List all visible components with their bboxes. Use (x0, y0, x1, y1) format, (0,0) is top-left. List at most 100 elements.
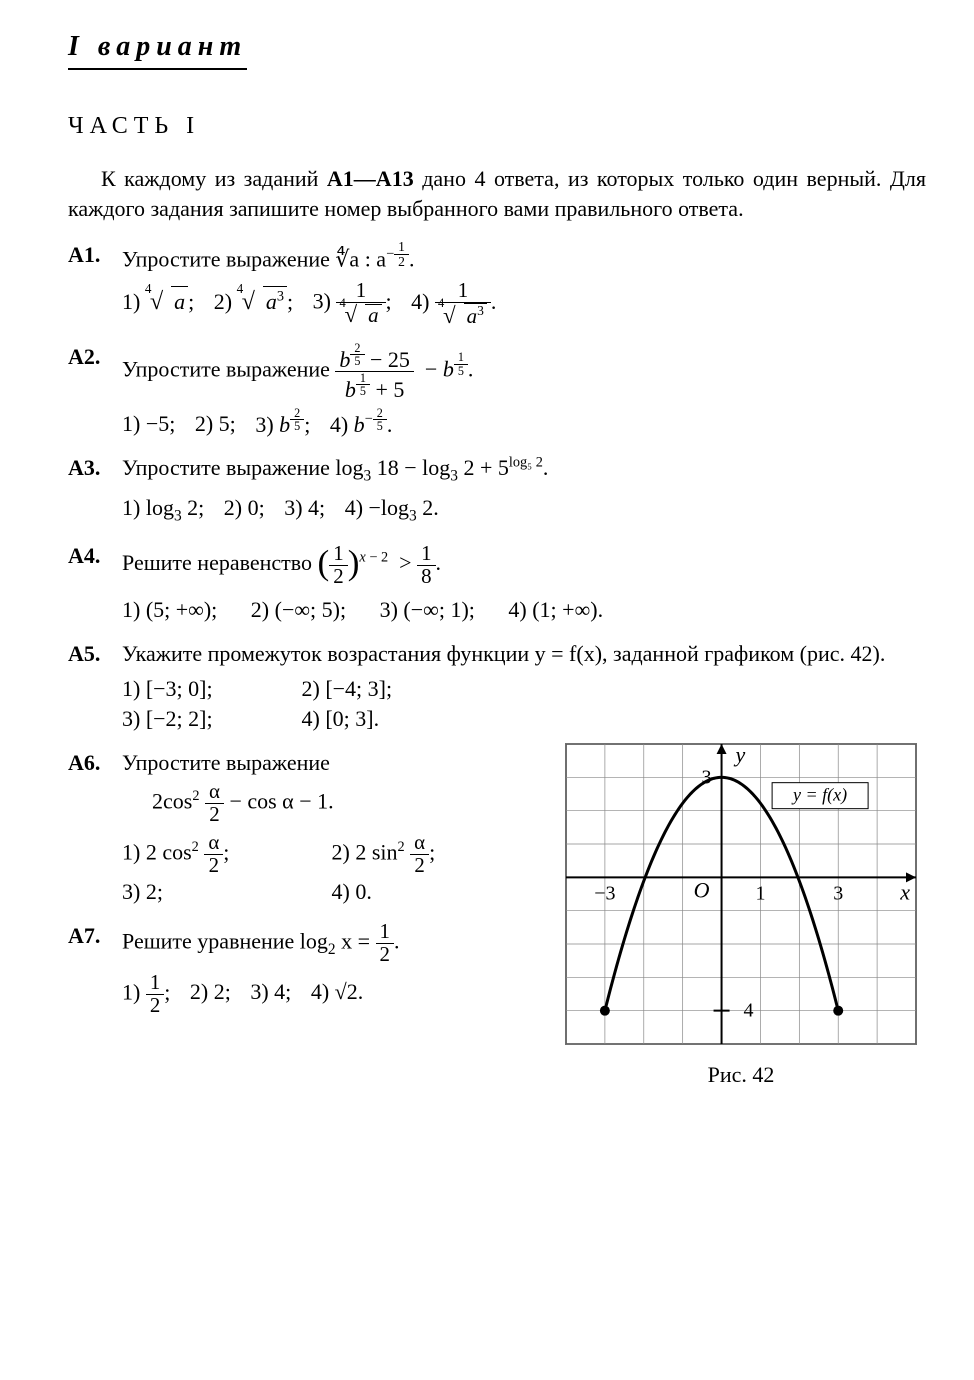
a1-opt1: 1) 4a; (122, 286, 194, 319)
a3-t3: 2 + 5 (458, 455, 509, 480)
a4-opt2: 2) (−∞; 5); (251, 595, 346, 625)
task-a6-num: А6. (68, 748, 122, 778)
task-a7: А7. Решите уравнение log2 x = 12. 1) 12;… (68, 921, 544, 1017)
task-a4-body: Решите неравенство (12)x − 2 > 18. 1) (5… (122, 541, 926, 624)
a1-opt3: 3) 14a; (313, 280, 392, 327)
a6-opt3: 3) 2; (122, 877, 312, 907)
svg-text:3: 3 (702, 766, 712, 788)
a3o4a: 4) −log (345, 495, 409, 520)
bottom-left-col: А6. Упростите выражение 2cos2 α2 − cos α… (68, 734, 556, 1017)
lparen-icon: ( (318, 539, 330, 587)
a7-answers: 1) 12; 2) 2; 3) 4; 4) √2. (122, 972, 544, 1017)
a3-opt2: 2) 0; (224, 493, 265, 523)
part-title: ЧАСТЬ I (68, 110, 926, 142)
task-a7-body: Решите уравнение log2 x = 12. 1) 12; 2) … (122, 921, 544, 1017)
a6-opt1: 1) 2 cos2 α2; (122, 832, 312, 877)
a4-opt3: 3) (−∞; 1); (380, 595, 475, 625)
task-a5-num: А5. (68, 639, 122, 669)
a4-half: 12 (329, 543, 347, 588)
a2-text: Упростите выражение (122, 356, 335, 381)
a7-text2: x = (336, 928, 376, 953)
a5-text: Укажите промежуток возрастания функции y… (122, 639, 926, 669)
a5-opt4: 4) [0; 3]. (302, 704, 380, 734)
bottom-row: А6. Упростите выражение 2cos2 α2 − cos α… (68, 734, 926, 1090)
figure-caption: Рис. 42 (556, 1060, 926, 1090)
a1-opt2: 2) 4a3; (214, 286, 293, 319)
a1-exp-n: 1 (394, 240, 409, 255)
a2-opt2: 2) 5; (195, 409, 236, 439)
a3-opt1: 1) log3 2; (122, 493, 204, 527)
intro-pre: К каждому из заданий (101, 166, 327, 191)
svg-text:x: x (899, 879, 910, 904)
a6-opt2: 2) 2 sin2 α2; (332, 832, 436, 877)
a3-opt4: 4) −log3 2. (345, 493, 439, 527)
a7-opt2: 2) 2; (190, 977, 231, 1007)
a7-opt4: 4) √2. (311, 977, 363, 1007)
a7-opt3: 3) 4; (250, 977, 291, 1007)
task-a3-body: Упростите выражение log3 18 − log3 2 + 5… (122, 453, 926, 527)
svg-text:1: 1 (755, 882, 765, 904)
task-a2-body: Упростите выражение b25 − 25 b15 + 5 − b… (122, 342, 926, 439)
graph-svg: y x O −3 1 3 3 4 y = f(x) (556, 734, 926, 1054)
a4-eighth: 18 (417, 543, 435, 588)
task-a4-num: А4. (68, 541, 122, 571)
a1-opt4: 4) 14a3. (411, 280, 496, 328)
a6-text: Упростите выражение (122, 748, 544, 778)
a2-opt4: 4) b−25. (330, 407, 392, 440)
a4-opt4: 4) (1; +∞). (508, 595, 603, 625)
a4-answers: 1) (5; +∞); 2) (−∞; 5); 3) (−∞; 1); 4) (… (122, 595, 926, 625)
a3o4b: 2. (417, 495, 439, 520)
svg-text:y: y (734, 742, 746, 767)
a7-opt1: 1) 12; (122, 972, 170, 1017)
a5-opt2: 2) [−4; 3]; (302, 674, 393, 704)
a3o1b: 2; (182, 495, 205, 520)
task-a1-num: А1. (68, 240, 122, 270)
a5-opt3: 3) [−2; 2]; (122, 704, 282, 734)
task-a2-num: А2. (68, 342, 122, 372)
a6-expr: 2cos2 α2 − cos α − 1. (122, 781, 544, 826)
a3-t1: Упростите выражение log (122, 455, 364, 480)
figure-42: y x O −3 1 3 3 4 y = f(x) Рис. 42 (556, 734, 926, 1090)
task-a4: А4. Решите неравенство (12)x − 2 > 18. 1… (68, 541, 926, 624)
a4-exp: x − 2 (359, 550, 388, 566)
a3o1a: 1) log (122, 495, 174, 520)
svg-text:O: O (694, 877, 710, 902)
task-a6-body: Упростите выражение 2cos2 α2 − cos α − 1… (122, 748, 544, 907)
a5-opt1: 1) [−3; 0]; (122, 674, 282, 704)
svg-text:y = f(x): y = f(x) (791, 784, 847, 805)
task-a7-num: А7. (68, 921, 122, 951)
a5-answers: 1) [−3; 0]; 2) [−4; 3]; 3) [−2; 2]; 4) [… (122, 674, 926, 733)
intro-text: К каждому из заданий А1—А13 дано 4 ответ… (68, 164, 926, 223)
a3-opt3: 3) 4; (284, 493, 325, 523)
task-a6: А6. Упростите выражение 2cos2 α2 − cos α… (68, 748, 544, 907)
a1-exp-d: 2 (394, 255, 409, 269)
task-a1: А1. Упростите выражение ∜a : a−12. 1) 4a… (68, 240, 926, 328)
task-a3: А3. Упростите выражение log3 18 − log3 2… (68, 453, 926, 527)
a6-answers: 1) 2 cos2 α2; 2) 2 sin2 α2; 3) 2; 4) 0. (122, 832, 544, 907)
a3-answers: 1) log3 2; 2) 0; 3) 4; 4) −log3 2. (122, 493, 926, 527)
rparen-icon: ) (348, 539, 360, 587)
a1-answers: 1) 4a; 2) 4a3; 3) 14a; 4) 14a3. (122, 280, 926, 328)
task-a3-num: А3. (68, 453, 122, 483)
task-a2: А2. Упростите выражение b25 − 25 b15 + 5… (68, 342, 926, 439)
variant-title: I вариант (68, 28, 247, 70)
a7-half: 12 (376, 921, 394, 966)
a6-opt4: 4) 0. (332, 877, 372, 907)
a2-main-frac: b25 − 25 b15 + 5 (335, 342, 414, 401)
svg-text:4: 4 (744, 999, 754, 1021)
task-a5: А5. Укажите промежуток возрастания функц… (68, 639, 926, 734)
a3-t2: 18 − log (371, 455, 450, 480)
task-a5-body: Укажите промежуток возрастания функции y… (122, 639, 926, 734)
a2-answers: 1) −5; 2) 5; 3) b25; 4) b−25. (122, 407, 926, 440)
a7o1a: 1) (122, 979, 146, 1004)
task-a1-body: Упростите выражение ∜a : a−12. 1) 4a; 2)… (122, 240, 926, 328)
a2-opt1: 1) −5; (122, 409, 175, 439)
intro-bold: А1—А13 (327, 166, 414, 191)
a2-opt3: 3) b25; (255, 407, 310, 440)
a1-exp: −12 (386, 246, 409, 262)
a4-opt1: 1) (5; +∞); (122, 595, 217, 625)
svg-text:3: 3 (833, 882, 843, 904)
a7-text: Решите уравнение log (122, 928, 328, 953)
a3-sup: log₅ 2 (509, 455, 543, 471)
svg-text:−3: −3 (594, 882, 615, 904)
